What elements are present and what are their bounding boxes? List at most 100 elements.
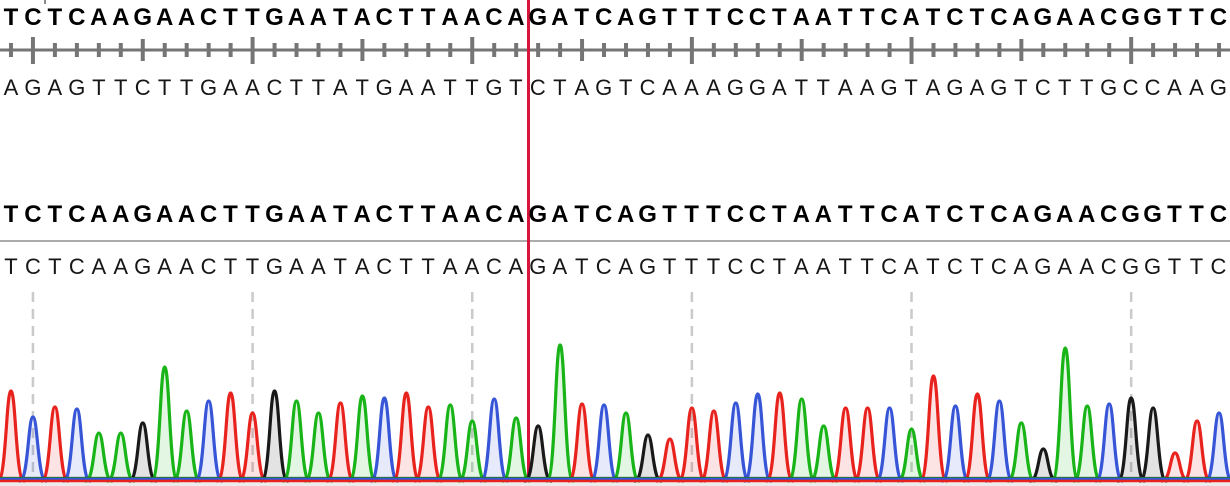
base-cell[interactable]: C [990,254,1007,279]
base-cell[interactable]: A [903,254,919,279]
base-cell[interactable]: A [507,201,525,228]
base-cell[interactable]: T [859,201,875,228]
base-cell[interactable]: C [726,201,745,228]
base-cell[interactable]: T [1167,4,1182,31]
base-cell[interactable]: C [990,201,1008,228]
base-cell[interactable]: G [1122,254,1140,279]
base-cell[interactable]: C [749,254,766,279]
base-cell[interactable]: A [837,75,853,100]
base-cell[interactable]: A [551,201,569,228]
base-cell[interactable]: T [969,4,985,31]
base-cell[interactable]: A [902,201,920,228]
base-cell[interactable]: T [47,201,63,228]
base-cell[interactable]: C [1209,4,1228,31]
base-cell[interactable]: A [771,75,787,100]
base-cell[interactable]: G [68,75,86,100]
base-cell[interactable]: C [68,254,85,279]
base-cell[interactable]: T [837,4,853,31]
base-cell[interactable]: G [133,4,153,31]
base-cell[interactable]: A [441,4,459,31]
base-cell[interactable]: T [4,254,18,279]
base-cell[interactable]: C [24,201,42,228]
base-cell[interactable]: C [748,201,767,228]
base-cell[interactable]: T [223,4,238,31]
base-cell[interactable]: A [354,254,370,279]
base-cell[interactable]: A [47,75,63,100]
base-cell[interactable]: C [595,4,613,31]
base-cell[interactable]: G [1143,201,1162,228]
base-cell[interactable]: C [880,201,898,228]
base-cell[interactable]: T [684,201,699,228]
base-cell[interactable]: A [157,254,172,279]
base-cell[interactable]: T [1167,201,1182,228]
base-cell[interactable]: T [925,4,941,31]
base-cell[interactable]: A [616,4,635,31]
base-cell[interactable]: G [375,75,393,100]
base-cell[interactable]: G [528,201,548,228]
base-cell[interactable]: T [969,201,985,228]
base-cell[interactable]: T [662,254,677,279]
base-cell[interactable]: G [134,254,152,279]
base-cell[interactable]: A [859,75,875,100]
base-cell[interactable]: T [684,254,699,279]
base-cell[interactable]: A [1013,254,1029,279]
base-cell[interactable]: T [47,4,63,31]
base-cell[interactable]: T [926,254,940,279]
base-cell[interactable]: T [574,4,590,31]
base-cell[interactable]: T [355,75,369,100]
base-cell[interactable]: T [399,254,413,279]
base-cell[interactable]: T [859,4,875,31]
base-cell[interactable]: G [133,201,153,228]
base-cell[interactable]: A [616,201,635,228]
base-cell[interactable]: A [815,254,831,279]
base-cell[interactable]: A [902,4,920,31]
base-cell[interactable]: C [1209,201,1228,228]
base-cell[interactable]: T [1058,75,1072,100]
base-cell[interactable]: T [509,75,523,100]
base-cell[interactable]: C [1100,254,1117,279]
base-cell[interactable]: G [528,4,548,31]
base-cell[interactable]: T [684,4,699,31]
base-cell[interactable]: C [375,201,393,228]
base-cell[interactable]: C [376,254,393,279]
base-cell[interactable]: T [1014,75,1028,100]
base-cell[interactable]: A [245,75,260,100]
base-cell[interactable]: T [706,201,721,228]
base-cell[interactable]: A [792,4,810,31]
base-cell[interactable]: A [177,201,196,228]
base-cell[interactable]: T [3,4,19,31]
base-cell[interactable]: A [464,254,480,279]
base-cell[interactable]: T [772,254,787,279]
base-cell[interactable]: A [1079,254,1095,279]
base-cell[interactable]: A [420,75,436,100]
base-cell[interactable]: A [574,75,590,100]
base-cell[interactable]: C [595,254,612,279]
base-cell[interactable]: A [618,254,633,279]
base-cell[interactable]: A [507,4,525,31]
base-cell[interactable]: T [398,201,414,228]
base-cell[interactable]: C [199,201,218,228]
base-cell[interactable]: A [969,75,985,100]
base-cell[interactable]: G [265,4,284,31]
base-cell[interactable]: T [1189,4,1204,31]
base-cell[interactable]: T [838,254,852,279]
base-cell[interactable]: T [618,75,633,100]
base-cell[interactable]: T [289,75,304,100]
base-cell[interactable]: T [837,201,853,228]
base-cell[interactable]: T [443,75,457,100]
base-cell[interactable]: A [463,201,481,228]
base-cell[interactable]: G [946,75,964,100]
base-cell[interactable]: G [485,75,503,100]
base-cell[interactable]: C [727,254,744,279]
base-cell[interactable]: C [946,201,964,228]
chromatogram-trace[interactable] [0,288,1230,486]
base-cell[interactable]: T [772,201,787,228]
base-cell[interactable]: G [638,201,657,228]
base-cell[interactable]: A [1189,75,1204,100]
base-cell[interactable]: A [1012,201,1030,228]
base-cell[interactable]: T [245,254,260,279]
base-cell[interactable]: T [333,254,347,279]
base-cell[interactable]: A [684,75,699,100]
